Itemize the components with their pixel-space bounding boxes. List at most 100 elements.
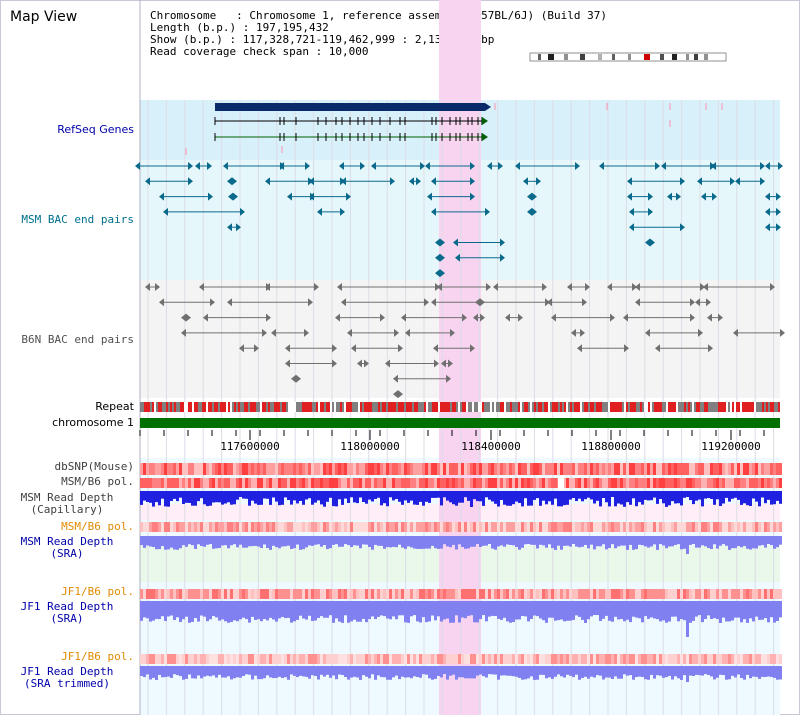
jf1-pol2-cell bbox=[266, 654, 269, 664]
jf1-pol2-cell bbox=[173, 654, 176, 664]
msm-cap-depth-bar bbox=[740, 491, 743, 505]
jf1-pol-cell bbox=[725, 589, 728, 599]
msm-pol-cell bbox=[434, 478, 437, 488]
jf1-sra-depth-bar bbox=[416, 601, 419, 622]
jf1-pol-cell bbox=[518, 589, 521, 599]
jf1-sra-depth-bar bbox=[542, 601, 545, 621]
jf1-pol2-cell bbox=[308, 654, 311, 664]
msm-bac-label[interactable]: MSM BAC end pairs bbox=[21, 213, 134, 226]
dbsnp-cell bbox=[464, 463, 467, 475]
jf1-sra-depth-bar bbox=[572, 601, 575, 620]
jf1-trim-depth-bar bbox=[284, 666, 287, 678]
msm-sra-depth-bar bbox=[593, 536, 596, 550]
msm-cap-depth-bar bbox=[626, 491, 629, 503]
b6n-bac-end bbox=[337, 283, 342, 291]
msm-cap-depth-bar bbox=[659, 491, 662, 499]
jf1-sra-depth-bar bbox=[323, 601, 326, 618]
jf1-sra-depth-bar bbox=[314, 601, 317, 621]
repeat-block bbox=[184, 402, 186, 412]
jf1-pol2-cell bbox=[578, 654, 581, 664]
repeat-block bbox=[262, 402, 264, 412]
dbsnp-cell bbox=[698, 463, 701, 475]
jf1-trim-depth-bar bbox=[452, 666, 455, 675]
jf1-pol2-cell bbox=[449, 654, 452, 664]
jf1-pol-cell bbox=[227, 589, 230, 599]
jf1-pol2-cell bbox=[284, 654, 287, 664]
jf1-pol2-cell bbox=[680, 654, 683, 664]
msm-pol-cell bbox=[386, 478, 389, 488]
jf1-pol2-cell bbox=[557, 654, 560, 664]
jf1-trim-depth-bar bbox=[389, 666, 392, 680]
jf1-sra-depth-bar bbox=[458, 601, 461, 623]
dbsnp-cell bbox=[263, 463, 266, 475]
jf1-pol-cell bbox=[623, 589, 626, 599]
msm-pol-cell bbox=[308, 478, 311, 488]
msm-sra-depth-bar bbox=[251, 536, 254, 547]
dbsnp-cell bbox=[440, 463, 443, 475]
msm-pol2-cell bbox=[434, 522, 437, 532]
refseq-genes-label[interactable]: RefSeq Genes bbox=[57, 123, 134, 136]
msm-pol-cell bbox=[653, 478, 656, 488]
jf1-pol-cell bbox=[704, 589, 707, 599]
msm-pol2-cell bbox=[512, 522, 515, 532]
msm-pol2-cell bbox=[413, 522, 416, 532]
jf1-pol2-cell bbox=[584, 654, 587, 664]
jf1-sra-depth-bar bbox=[281, 601, 284, 617]
dbsnp-cell bbox=[212, 463, 215, 475]
msm-pol-cell bbox=[596, 478, 599, 488]
dbsnp-cell bbox=[659, 463, 662, 475]
jf1-pol-cell bbox=[533, 589, 536, 599]
msm-pol2-cell bbox=[386, 522, 389, 532]
msm-sra-depth-bar bbox=[467, 536, 470, 549]
jf1-pol2-cell bbox=[539, 654, 542, 664]
repeat-block bbox=[200, 402, 202, 412]
msm-pol2-cell bbox=[506, 522, 509, 532]
msm-pol-cell bbox=[251, 478, 254, 488]
repeat-block bbox=[284, 402, 286, 412]
msm-bac-end bbox=[208, 192, 213, 201]
msm-sra-depth-bar bbox=[284, 536, 287, 547]
repeat-block bbox=[652, 402, 654, 412]
msm-pol-cell bbox=[353, 478, 356, 488]
repeat-block bbox=[256, 402, 258, 412]
repeat-block bbox=[364, 402, 366, 412]
jf1-pol-cell bbox=[200, 589, 203, 599]
msm-sra-depth-bar bbox=[281, 536, 284, 547]
dbsnp-cell bbox=[224, 463, 227, 475]
msm-pol-cell bbox=[611, 478, 614, 488]
jf1-pol-cell bbox=[287, 589, 290, 599]
repeat-block bbox=[634, 402, 636, 412]
msm-pol-cell bbox=[395, 478, 398, 488]
jf1-pol-cell bbox=[236, 589, 239, 599]
msm-pol-cell bbox=[428, 478, 431, 488]
msm-bac-end bbox=[645, 238, 650, 247]
jf1-trim-depth-bar bbox=[347, 666, 350, 680]
repeat-block bbox=[606, 402, 608, 412]
msm-pol2-cell bbox=[710, 522, 713, 532]
jf1-sra-depth-bar bbox=[659, 601, 662, 622]
msm-pol-cell bbox=[275, 478, 278, 488]
repeat-block bbox=[758, 402, 760, 412]
jf1-trim-depth-bar bbox=[371, 666, 374, 675]
b6n-bac-end bbox=[695, 298, 700, 307]
repeat-block bbox=[196, 402, 198, 412]
msm-sra-depth-bar bbox=[293, 536, 296, 549]
jf1-pol2-cell bbox=[446, 654, 449, 664]
jf1-trim-depth-bar bbox=[446, 666, 449, 680]
jf1-sra-depth-bar bbox=[203, 601, 206, 617]
dbsnp-cell bbox=[413, 463, 416, 475]
jf1-pol2-cell bbox=[254, 654, 257, 664]
jf1-trim-depth-bar bbox=[176, 666, 179, 676]
repeat-block bbox=[306, 402, 308, 412]
msm-cap-depth-bar bbox=[182, 491, 185, 504]
jf1-pol2-cell bbox=[203, 654, 206, 664]
jf1-trim-depth-bar bbox=[470, 666, 473, 679]
dbsnp-cell bbox=[377, 463, 380, 475]
msm-bac-end bbox=[305, 162, 310, 170]
msm-pol2-cell bbox=[641, 522, 644, 532]
jf1-trim-depth-bar bbox=[524, 666, 527, 680]
b6n-bac-label[interactable]: B6N BAC end pairs bbox=[21, 333, 134, 346]
dbsnp-cell bbox=[401, 463, 404, 475]
repeat-block bbox=[310, 402, 312, 412]
